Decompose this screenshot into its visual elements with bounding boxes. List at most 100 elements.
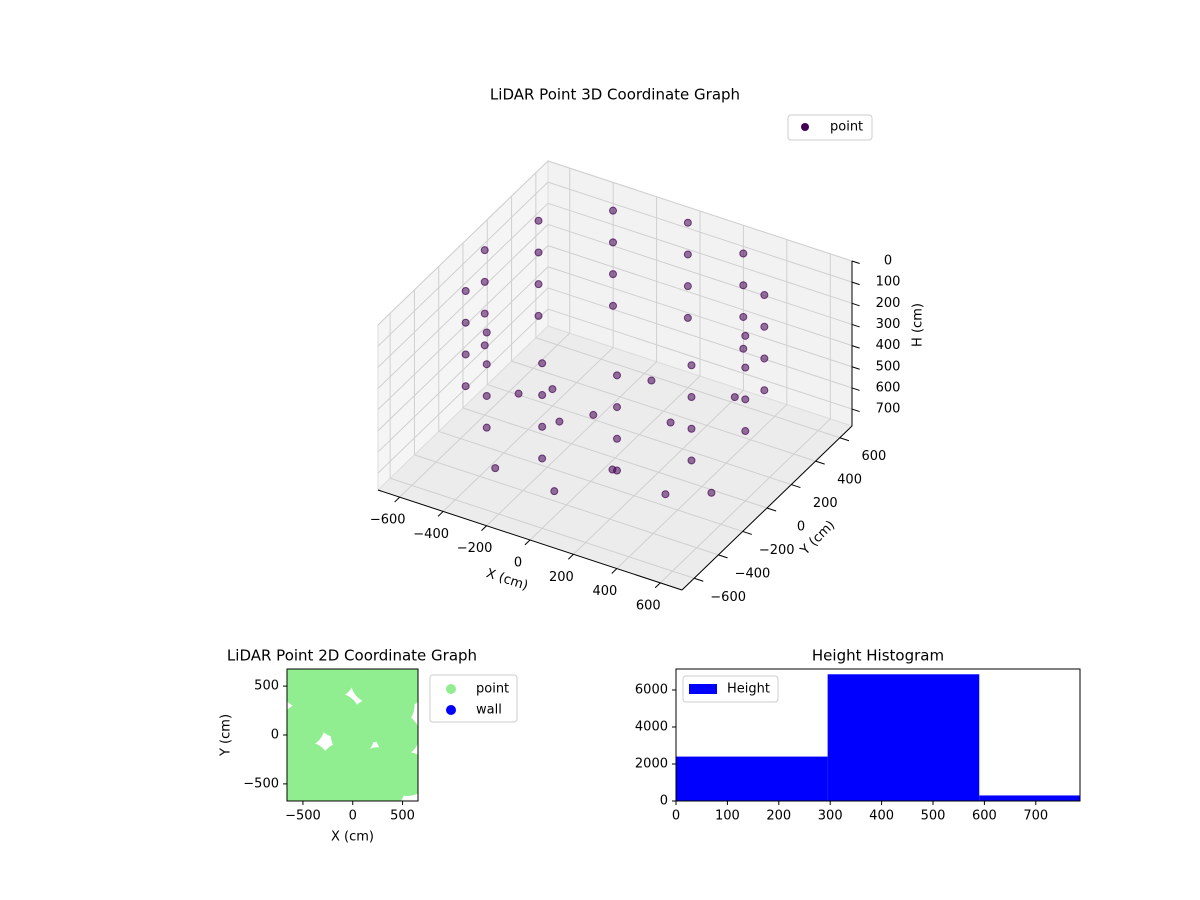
legend-label: wall [476, 703, 502, 718]
z-tick-label: 600 [876, 380, 901, 395]
x-tick-label: −400 [413, 527, 449, 542]
legend-label: point [476, 682, 509, 697]
point [661, 490, 670, 499]
x-tick-label: 200 [766, 809, 791, 824]
point [609, 238, 617, 247]
point [760, 386, 769, 395]
bar [979, 795, 1080, 801]
x-tick-label: −500 [285, 809, 321, 824]
x-tick-label: 0 [349, 809, 357, 824]
y-axis-label: Y (cm) [219, 714, 234, 757]
point [683, 218, 692, 227]
points [287, 669, 418, 801]
chart-title: LiDAR Point 2D Coordinate Graph [227, 647, 477, 665]
x-tick-label: 500 [390, 809, 415, 824]
tick-mark [524, 539, 531, 546]
tick-mark [693, 577, 704, 582]
point [613, 434, 621, 443]
x-tick-label: 0 [672, 809, 680, 824]
x-tick-label: 700 [1023, 809, 1048, 824]
grid-line [511, 360, 816, 462]
x-tick-label: 200 [549, 570, 574, 585]
grid-line [414, 454, 719, 556]
y-tick-label: −600 [710, 590, 746, 605]
legend-label: point [830, 120, 863, 135]
point [687, 424, 696, 433]
legend-marker [689, 684, 717, 694]
tick-mark [839, 437, 850, 442]
point [739, 249, 748, 258]
tick-mark [851, 345, 860, 349]
point [461, 382, 470, 391]
y-tick-label: 400 [837, 473, 862, 488]
y-tick-label: −500 [243, 776, 279, 791]
y-tick-label: 0 [797, 520, 805, 535]
point [609, 206, 617, 215]
grid-line [547, 202, 853, 304]
z-tick-label: 400 [876, 338, 901, 353]
x-tick-label: 0 [514, 556, 522, 571]
z-tick-label: 300 [876, 317, 901, 332]
point [683, 250, 692, 259]
point [480, 309, 489, 318]
bars [676, 674, 1080, 801]
point [609, 301, 617, 310]
point [330, 713, 375, 757]
y-tick-label: −200 [759, 543, 795, 558]
grid-line [547, 160, 853, 262]
point [687, 456, 696, 465]
grid-line [377, 266, 549, 432]
grid-line [377, 245, 549, 410]
grid-line [535, 337, 841, 439]
grid-line [547, 181, 853, 283]
point [538, 454, 547, 463]
point [730, 393, 739, 402]
tick-mark [815, 460, 825, 465]
point [385, 752, 418, 797]
grid-line [438, 430, 743, 532]
tick-mark [851, 323, 860, 328]
x-axis [377, 489, 683, 591]
point [480, 341, 489, 350]
x-axis-label: X (cm) [331, 830, 374, 845]
tick-mark [791, 484, 801, 489]
point [707, 488, 716, 497]
tick-mark [851, 260, 860, 264]
point [534, 311, 543, 320]
bar [827, 674, 980, 801]
x-tick-label: 300 [818, 809, 843, 824]
x-tick-label: −200 [457, 541, 493, 556]
tick-mark [851, 408, 860, 413]
y-tick-label: −400 [735, 566, 771, 581]
z-tick-label: 0 [884, 254, 892, 269]
point [739, 281, 748, 290]
x-tick-label: 500 [921, 809, 946, 824]
z-tick-label: 200 [876, 296, 901, 311]
grid-line [547, 223, 853, 325]
point [613, 403, 621, 412]
legend-marker [446, 705, 456, 715]
y-tick-label: 2000 [635, 756, 668, 771]
tick-mark [766, 507, 777, 512]
point [760, 291, 769, 299]
point [461, 287, 470, 295]
tick-mark [851, 302, 860, 307]
point [534, 216, 543, 225]
point [482, 391, 491, 400]
grid-line [389, 477, 695, 579]
point [538, 359, 547, 368]
x-tick-label: 100 [715, 809, 740, 824]
point [683, 313, 692, 322]
point [741, 363, 750, 372]
point [461, 350, 470, 359]
point [480, 246, 489, 255]
point [295, 678, 340, 723]
grid-line [377, 160, 549, 326]
y-tick-label: 500 [254, 679, 279, 694]
tick-mark [437, 511, 444, 517]
point [534, 248, 543, 257]
point [687, 393, 696, 402]
y-tick-label: 0 [660, 794, 668, 809]
